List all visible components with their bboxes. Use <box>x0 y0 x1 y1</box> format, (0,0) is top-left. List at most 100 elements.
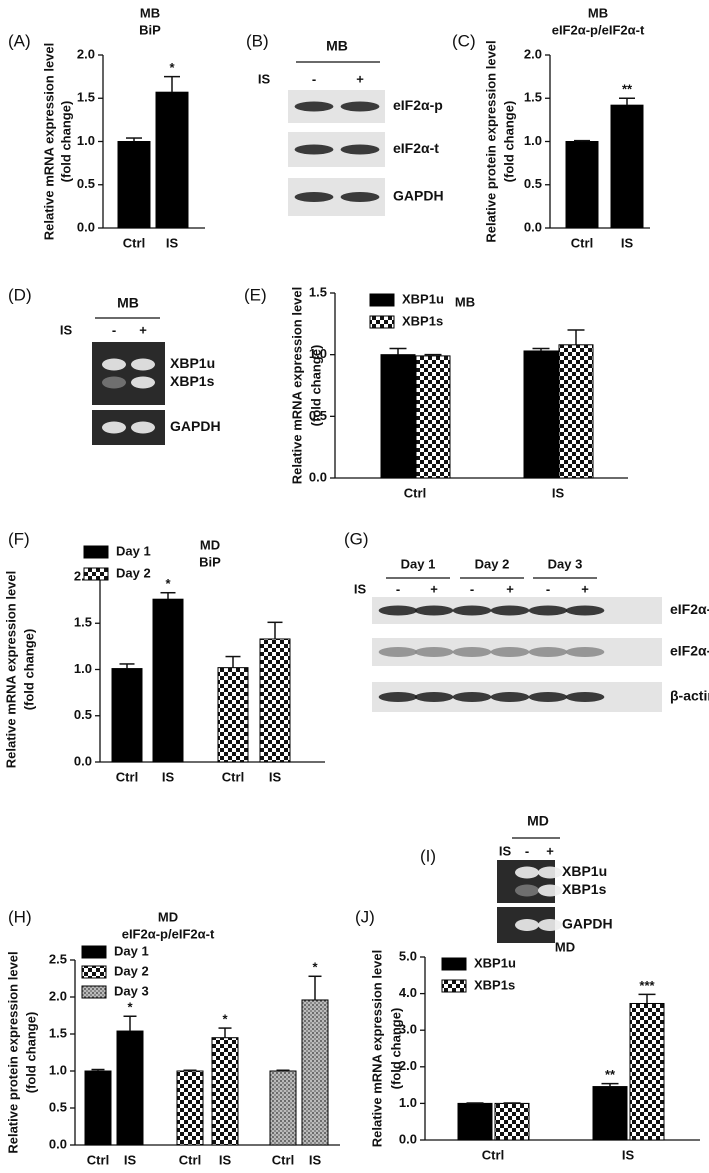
significance: *** <box>639 978 655 993</box>
x-tick-label: Ctrl <box>87 1152 109 1167</box>
legend-label: Day 3 <box>114 983 149 998</box>
band <box>294 144 334 155</box>
band <box>131 376 155 389</box>
band-label: XBP1u <box>170 355 215 371</box>
bar <box>152 598 184 763</box>
lane-label: + <box>546 843 554 858</box>
band <box>452 605 492 616</box>
y-tick-label: 3.0 <box>399 1022 417 1037</box>
band <box>340 144 380 155</box>
legend-label: XBP1u <box>474 955 516 970</box>
x-tick-label: IS <box>219 1152 232 1167</box>
y-tick-label: 1.0 <box>49 1062 67 1077</box>
y-tick-label: 1.5 <box>77 90 95 105</box>
legend-swatch <box>81 985 107 999</box>
y-tick-label: 0.0 <box>77 219 95 234</box>
x-tick-label: Ctrl <box>179 1152 201 1167</box>
band <box>414 647 454 657</box>
legend-label: XBP1u <box>402 291 444 306</box>
lane-label: + <box>356 71 364 86</box>
chart-title: MB <box>455 294 475 309</box>
band <box>515 866 539 879</box>
chart-title: MD <box>200 537 220 552</box>
y-tick-label: 0.0 <box>399 1131 417 1146</box>
significance: * <box>312 960 318 975</box>
y-tick-label: 2.0 <box>524 46 542 61</box>
band <box>452 647 492 657</box>
significance: ** <box>622 82 633 97</box>
y-axis-label: Relative mRNA expression level <box>41 43 56 241</box>
panel-label: (E) <box>244 285 267 304</box>
y-axis-label: (fold change) <box>21 629 36 711</box>
band <box>340 192 380 202</box>
band <box>538 884 562 897</box>
panel-label: (H) <box>8 907 32 926</box>
panel-label: (J) <box>355 907 375 926</box>
y-tick-label: 1.5 <box>309 284 327 299</box>
bar <box>457 1102 493 1141</box>
x-tick-label: Ctrl <box>482 1147 504 1162</box>
legend-label: Day 1 <box>114 943 149 958</box>
lane-label: - <box>525 843 529 858</box>
chart-subtitle: eIF2α-p/eIF2α-t <box>552 22 645 37</box>
y-tick-label: 1.0 <box>399 1095 417 1110</box>
group-label: Day 2 <box>475 556 510 571</box>
y-tick-label: 0.5 <box>524 176 542 191</box>
x-tick-label: Ctrl <box>123 235 145 250</box>
band <box>538 866 562 879</box>
legend-swatch <box>81 965 107 979</box>
y-tick-label: 5.0 <box>399 948 417 963</box>
legend-swatch <box>369 315 395 329</box>
chart-title: MD <box>555 939 575 954</box>
y-axis-label: (fold change) <box>308 345 323 427</box>
band <box>294 101 334 112</box>
y-tick-label: 1.0 <box>524 133 542 148</box>
y-tick-label: 1.0 <box>74 661 92 676</box>
band <box>528 692 568 702</box>
y-tick-label: 0.0 <box>524 219 542 234</box>
bar <box>84 1070 112 1146</box>
bar <box>494 1102 530 1141</box>
blot-header: MB <box>117 295 139 311</box>
lane-label: - <box>312 71 316 86</box>
chart-subtitle: eIF2α-p/eIF2α-t <box>122 926 215 941</box>
panel-label: (D) <box>8 285 32 304</box>
bar <box>301 999 329 1146</box>
panel-label: (B) <box>246 31 269 50</box>
y-tick-label: 0.5 <box>77 176 95 191</box>
band <box>131 358 155 371</box>
y-tick-label: 1.5 <box>49 1025 67 1040</box>
lane-label: - <box>396 581 400 596</box>
band <box>490 692 530 702</box>
band <box>131 421 155 434</box>
significance: * <box>222 1012 228 1027</box>
panel-label: (A) <box>8 31 31 50</box>
band <box>528 647 568 657</box>
legend-label: Day 2 <box>116 565 151 580</box>
y-axis-label: (fold change) <box>501 101 516 183</box>
band-label: eIF2α-p <box>393 97 443 113</box>
treatment-label: IS <box>258 71 271 86</box>
band-label: GAPDH <box>170 418 221 434</box>
y-tick-label: 4.0 <box>399 985 417 1000</box>
band <box>490 605 530 616</box>
x-tick-label: Ctrl <box>272 1152 294 1167</box>
band-label: XBP1s <box>562 881 607 897</box>
panel-label: (I) <box>420 846 436 865</box>
legend-swatch <box>441 979 467 993</box>
legend-swatch <box>81 945 107 959</box>
y-tick-label: 0.0 <box>74 753 92 768</box>
treatment-label: IS <box>354 581 367 596</box>
band <box>490 647 530 657</box>
bar <box>610 104 644 229</box>
legend-swatch <box>441 957 467 971</box>
y-tick-label: 0.0 <box>49 1136 67 1151</box>
blot-strip <box>92 342 165 405</box>
y-axis-label: (fold change) <box>23 1012 38 1094</box>
band <box>515 884 539 897</box>
y-tick-label: 2.0 <box>49 988 67 1003</box>
chart-subtitle: BiP <box>139 22 161 37</box>
legend-label: Day 1 <box>116 543 151 558</box>
bar <box>116 1030 144 1146</box>
